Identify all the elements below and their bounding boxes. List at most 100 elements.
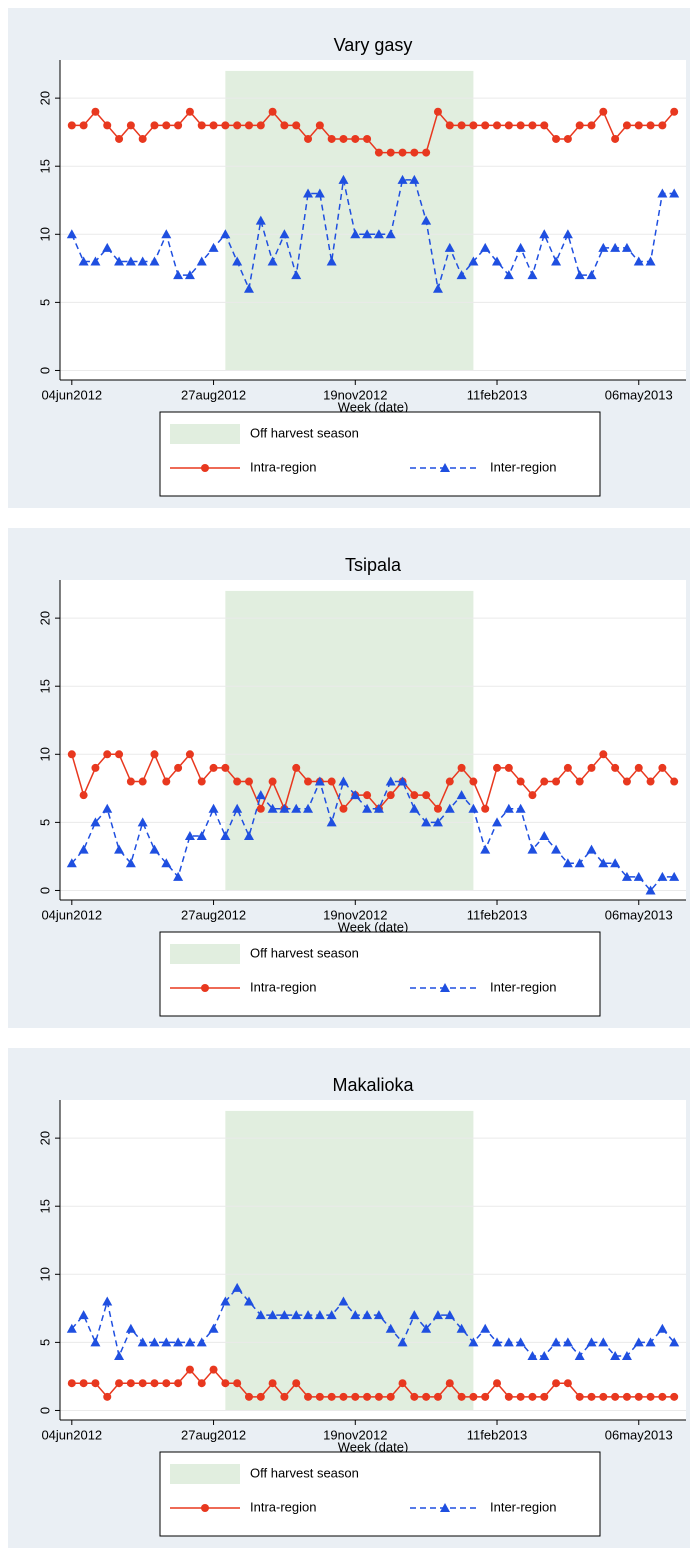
marker [469,1392,478,1401]
marker [137,1337,148,1347]
marker [161,229,172,239]
marker [433,107,442,116]
series-line [71,110,675,154]
marker [552,134,561,143]
marker [90,1337,101,1347]
marker [587,121,596,130]
marker [634,121,643,130]
marker [658,763,667,772]
marker [91,763,100,772]
legend-label: Intra-region [250,979,316,994]
marker [397,1337,408,1347]
marker [611,763,620,772]
legend-label: Inter-region [490,979,556,994]
marker [267,256,278,266]
marker [633,256,644,266]
marker [292,763,301,772]
marker [315,1392,324,1401]
marker [232,1282,243,1292]
marker [445,1379,454,1388]
marker [197,121,206,130]
legend-label: Intra-region [250,459,316,474]
marker [562,858,573,868]
marker [79,1379,88,1388]
marker [256,1392,265,1401]
marker [410,791,419,800]
marker [244,777,253,786]
marker [468,256,479,266]
marker [373,803,384,813]
marker [528,791,537,800]
marker [162,777,171,786]
marker [503,1337,514,1347]
marker [421,817,432,827]
marker [621,871,632,881]
marker [598,242,609,252]
y-tick-label: 15 [37,679,52,693]
marker [102,803,113,813]
marker [385,776,396,786]
marker [185,750,194,759]
marker [658,1392,667,1401]
marker [515,1337,526,1347]
marker [291,270,302,280]
marker [481,121,490,130]
marker [79,791,88,800]
marker [586,270,597,280]
marker [670,1392,679,1401]
marker [362,803,373,813]
marker [292,1379,301,1388]
marker [149,1337,160,1347]
marker [468,803,479,813]
x-tick-label: 04jun2012 [41,1427,102,1442]
marker [527,270,538,280]
marker [338,174,349,184]
marker [516,777,525,786]
marker [184,1337,195,1347]
x-tick-label: 11feb2013 [467,907,528,922]
marker [421,215,432,225]
marker [646,1392,655,1401]
marker [66,858,77,868]
marker [90,817,101,827]
marker [610,858,621,868]
marker [67,750,76,759]
marker [161,1337,172,1347]
marker [586,844,597,854]
marker [657,871,668,881]
marker [444,1310,455,1320]
chart-title: Tsipala [345,555,402,575]
y-tick-label: 5 [37,299,52,306]
marker [304,777,313,786]
marker [174,763,183,772]
marker [433,804,442,813]
marker [457,763,466,772]
marker [115,1379,124,1388]
marker [527,844,538,854]
marker [432,1310,443,1320]
y-tick-label: 20 [37,611,52,625]
legend-label: Inter-region [490,459,556,474]
marker [563,763,572,772]
marker [149,256,160,266]
x-tick-label: 04jun2012 [41,907,102,922]
marker [114,256,125,266]
legend-swatch [170,424,240,444]
chart-panel: Tsipala 0 5 10 15 20 04jun2012 27aug2012 19nov20… [8,528,690,1028]
marker [173,871,184,881]
marker [314,188,325,198]
marker [209,1365,218,1374]
marker [468,1337,479,1347]
legend-label: Intra-region [250,1499,316,1514]
marker [137,256,148,266]
marker [125,256,136,266]
marker [125,1323,136,1333]
marker [421,1323,432,1333]
marker [137,817,148,827]
marker [669,1337,680,1347]
marker [174,121,183,130]
marker [351,1392,360,1401]
marker [66,229,77,239]
marker [79,121,88,130]
marker [622,777,631,786]
